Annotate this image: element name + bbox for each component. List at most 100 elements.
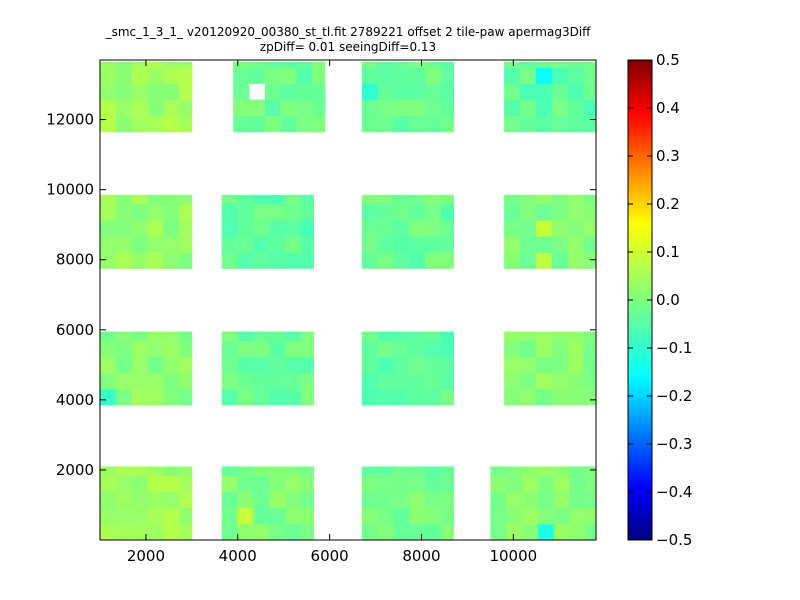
- heatmap-cell: [253, 356, 270, 374]
- heatmap-cell: [253, 388, 270, 406]
- heatmap-cell: [377, 356, 394, 374]
- heatmap-cell: [179, 99, 193, 117]
- heatmap-cell: [221, 194, 238, 205]
- heatmap-cell: [425, 356, 442, 374]
- heatmap-cell: [264, 67, 282, 84]
- heatmap-cell: [237, 220, 254, 237]
- heatmap-cell: [441, 523, 455, 540]
- heatmap-cell: [377, 194, 394, 205]
- heatmap-cell: [583, 83, 596, 100]
- heatmap-cell: [361, 340, 379, 358]
- heatmap-cell: [361, 388, 379, 406]
- heatmap-cell: [519, 331, 537, 342]
- heatmap-cell: [131, 252, 148, 269]
- heatmap-cell: [504, 340, 521, 358]
- heatmap-cell: [409, 372, 426, 390]
- heatmap-cell: [567, 115, 584, 133]
- heatmap-cell: [551, 331, 568, 342]
- heatmap-cell: [115, 83, 133, 100]
- heatmap-cell: [567, 331, 584, 342]
- heatmap-cell: [519, 340, 537, 358]
- heatmap-cell: [441, 491, 455, 509]
- y-tick-label: 4000: [56, 391, 94, 409]
- heatmap-cell: [519, 372, 537, 390]
- heatmap-cell: [393, 99, 410, 117]
- heatmap-cell: [504, 331, 521, 342]
- x-tick-label: 2000: [127, 547, 165, 565]
- heatmap-cell: [179, 388, 193, 406]
- heatmap-cell: [519, 356, 537, 374]
- heatmap-cell: [296, 99, 313, 117]
- heatmap-cell: [361, 236, 379, 253]
- heatmap-cell: [583, 115, 596, 133]
- heatmap-cell: [269, 356, 286, 374]
- colorbar-tick-label: −0.4: [656, 483, 692, 501]
- heatmap-cell: [551, 67, 568, 84]
- heatmap-cell: [551, 115, 568, 133]
- heatmap-cell: [312, 99, 326, 117]
- heatmap-cell: [409, 204, 426, 221]
- heatmap-cell: [221, 507, 238, 525]
- heatmap-cell: [506, 491, 523, 509]
- heatmap-cell: [100, 372, 117, 390]
- heatmap-cell: [115, 507, 133, 525]
- heatmap-cell: [269, 204, 286, 221]
- heatmap-cell: [179, 372, 193, 390]
- heatmap-cell: [504, 220, 521, 237]
- heatmap-cell: [441, 204, 455, 221]
- heatmap-cell: [441, 99, 455, 117]
- heatmap-cell: [253, 252, 270, 269]
- heatmap-cell: [553, 491, 570, 509]
- heatmap-cell: [569, 491, 586, 509]
- heatmap-cell: [115, 466, 133, 476]
- heatmap-cell: [253, 507, 270, 525]
- heatmap-cell: [377, 252, 394, 269]
- heatmap-cell: [425, 83, 442, 100]
- heatmap-cell: [147, 67, 164, 84]
- heatmap-cell: [300, 331, 314, 342]
- heatmap-cell: [163, 475, 180, 493]
- heatmap-cell: [425, 340, 442, 358]
- heatmap-cell: [269, 372, 286, 390]
- heatmap-cell: [393, 220, 410, 237]
- heatmap-cell: [285, 252, 302, 269]
- heatmap-cell: [583, 99, 596, 117]
- heatmap-cell: [131, 356, 148, 374]
- heatmap-cell: [425, 491, 442, 509]
- heatmap-cell: [131, 491, 148, 509]
- heatmap-cell: [393, 388, 410, 406]
- heatmap-cell: [163, 83, 180, 100]
- heatmap-cell: [504, 388, 521, 406]
- heatmap-cell: [163, 372, 180, 390]
- heatmap-cell: [115, 252, 133, 269]
- heatmap-cell: [115, 491, 133, 509]
- heatmap-cell: [393, 252, 410, 269]
- heatmap-cell: [300, 475, 314, 493]
- heatmap-cell: [147, 372, 164, 390]
- heatmap-cell: [551, 236, 568, 253]
- heatmap-cell: [280, 99, 297, 117]
- heatmap-cell: [361, 194, 379, 205]
- plot-frame: [99, 59, 597, 541]
- colorbar-tick-label: −0.1: [656, 339, 692, 357]
- heatmap-cell: [393, 466, 410, 476]
- heatmap-cell: [147, 220, 164, 237]
- heatmap-cell: [264, 115, 282, 133]
- heatmap-cell: [393, 507, 410, 525]
- heatmap-cell: [179, 204, 193, 221]
- heatmap-cell: [551, 356, 568, 374]
- heatmap-cell: [115, 356, 133, 374]
- heatmap-cell: [115, 340, 133, 358]
- heatmap-cell: [361, 220, 379, 237]
- chart-subtitle: zpDiff= 0.01 seeingDiff=0.13: [259, 40, 437, 54]
- heatmap-cell: [377, 236, 394, 253]
- heatmap-cell: [100, 475, 117, 493]
- heatmap-cell: [131, 475, 148, 493]
- heatmap-cell: [115, 372, 133, 390]
- heatmap-cell: [147, 491, 164, 509]
- heatmap-cell: [233, 67, 250, 84]
- heatmap-cell: [285, 466, 302, 476]
- heatmap-cell: [237, 204, 254, 221]
- heatmap-cell: [425, 475, 442, 493]
- heatmap-cell: [163, 236, 180, 253]
